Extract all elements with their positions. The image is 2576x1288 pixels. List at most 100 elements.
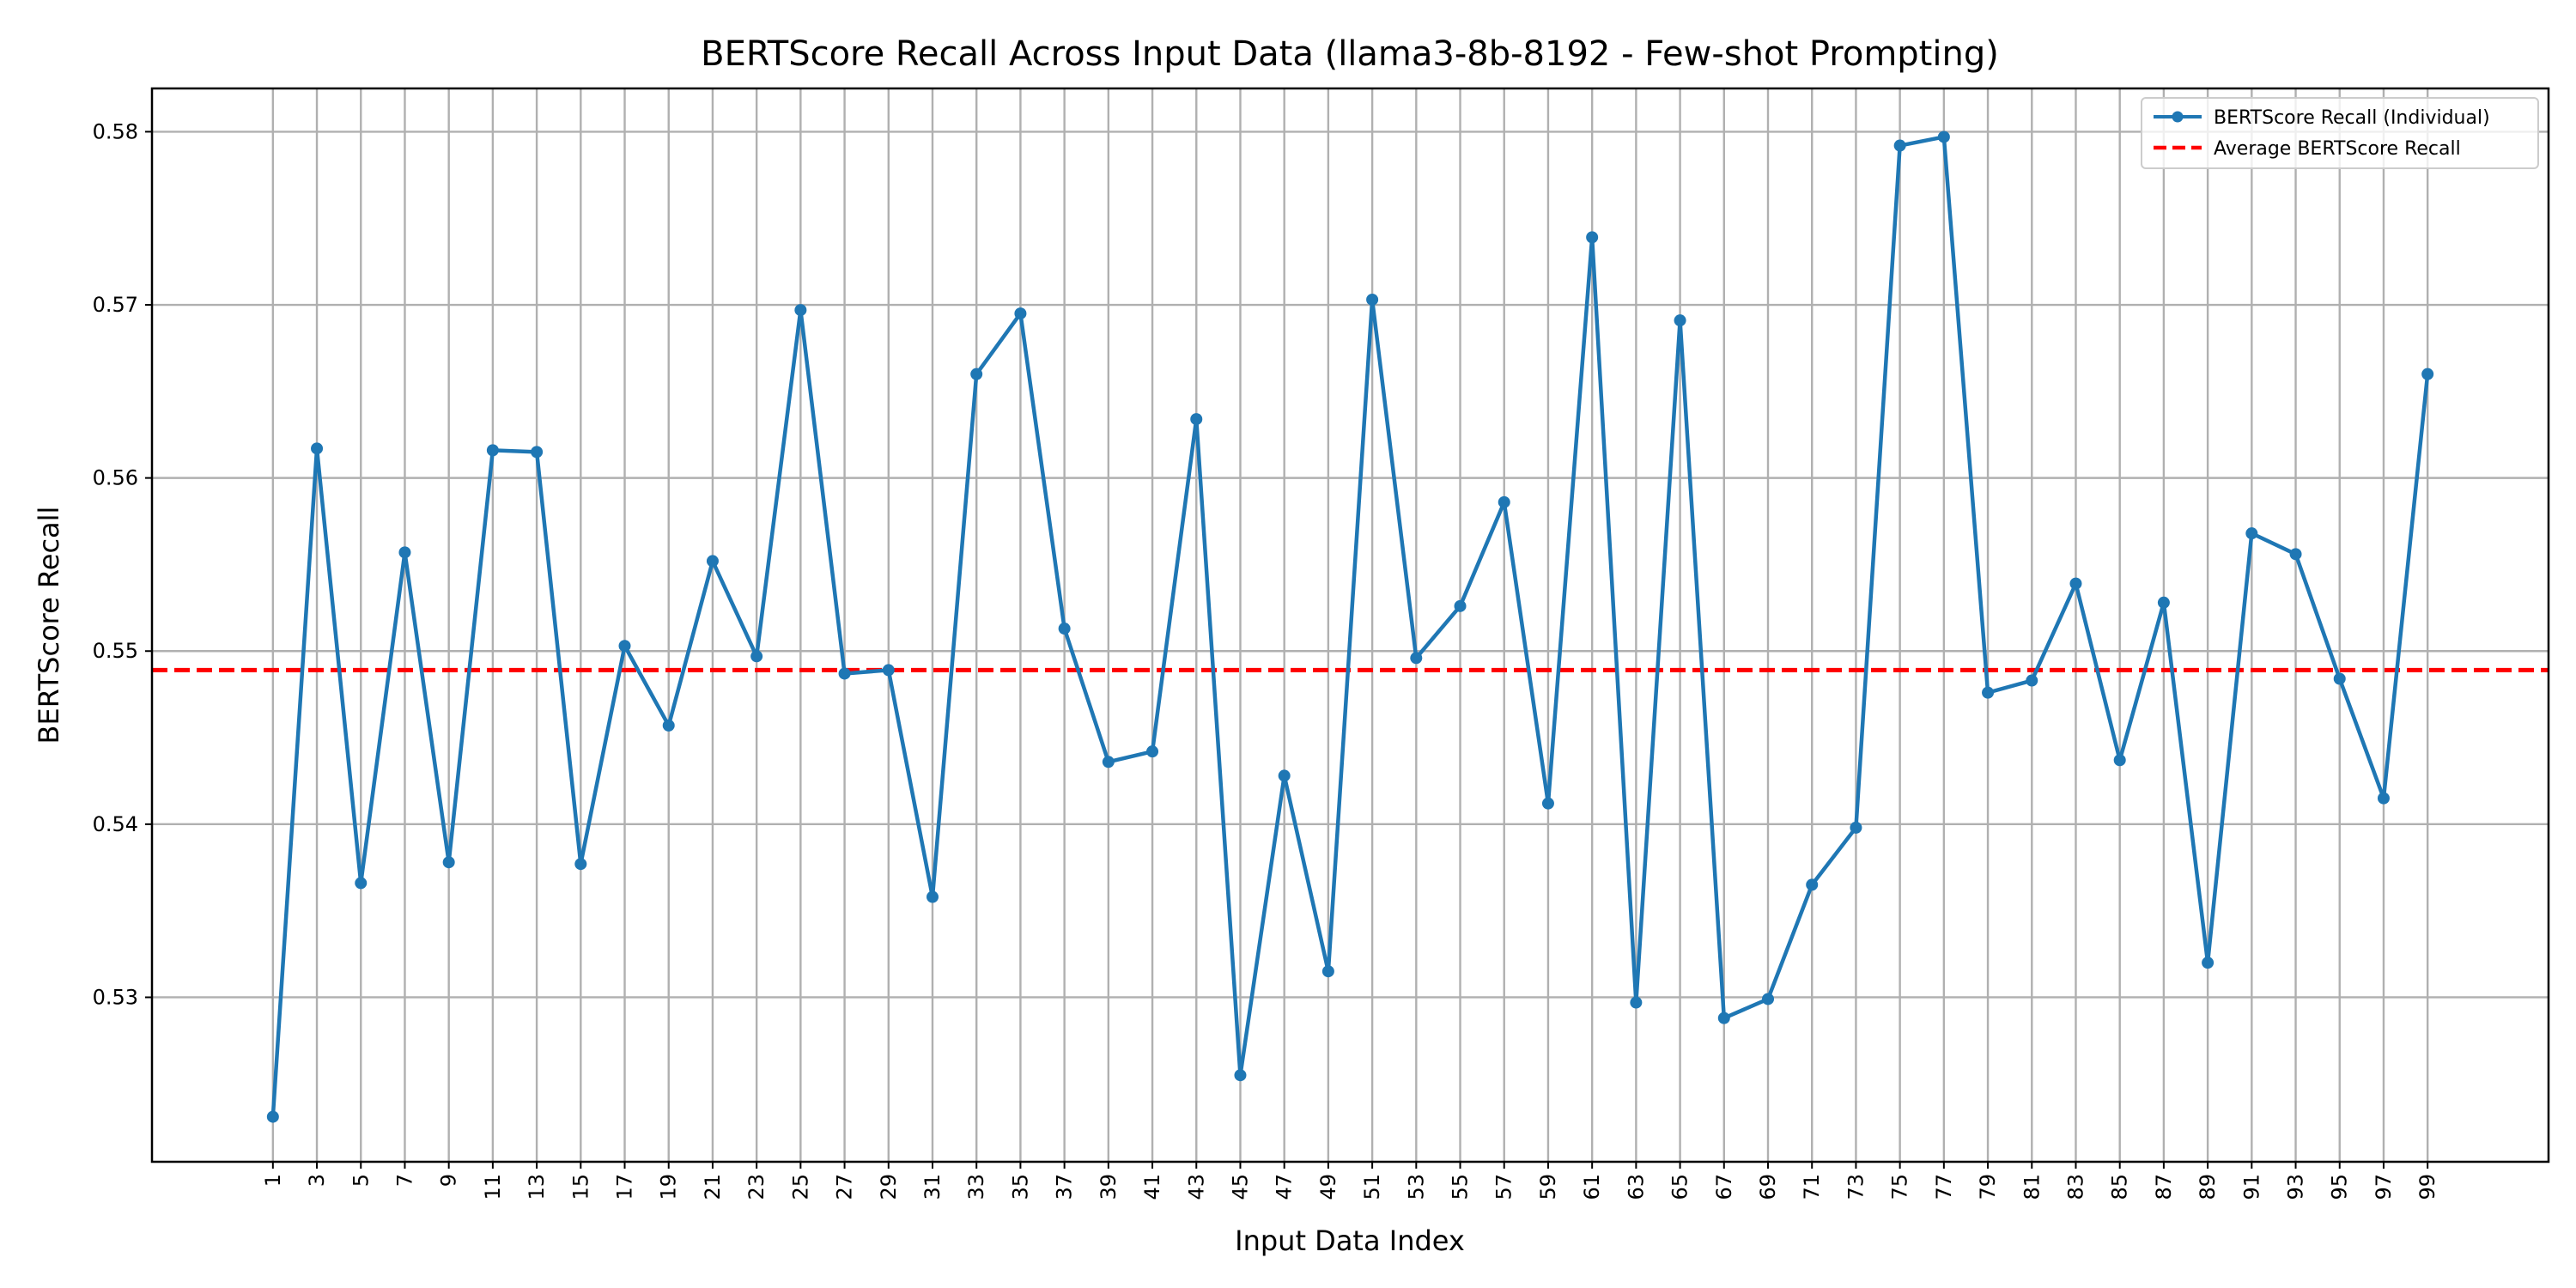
data-point bbox=[2113, 754, 2126, 767]
data-point bbox=[1366, 293, 1379, 306]
data-point bbox=[574, 858, 587, 871]
x-tick-label: 79 bbox=[1976, 1174, 2000, 1200]
y-tick-label: 0.58 bbox=[93, 119, 138, 143]
x-tick-label: 71 bbox=[1800, 1174, 1824, 1200]
legend-label-individual: BERTScore Recall (Individual) bbox=[2214, 107, 2490, 129]
x-tick-label: 51 bbox=[1360, 1174, 1384, 1200]
x-tick-label: 77 bbox=[1932, 1174, 1956, 1200]
data-point bbox=[486, 444, 499, 457]
x-tick-label: 99 bbox=[2415, 1174, 2439, 1200]
data-point bbox=[2421, 368, 2434, 380]
legend-label-average: Average BERTScore Recall bbox=[2214, 138, 2461, 160]
data-point bbox=[442, 856, 455, 869]
grid bbox=[152, 88, 2549, 1162]
x-tick-label: 5 bbox=[349, 1174, 373, 1187]
x-tick-label: 89 bbox=[2196, 1174, 2220, 1200]
x-tick-label: 67 bbox=[1712, 1174, 1736, 1200]
data-point bbox=[1410, 652, 1423, 665]
x-tick-label: 35 bbox=[1008, 1174, 1032, 1200]
x-tick-label: 9 bbox=[437, 1174, 461, 1187]
x-tick-label: 91 bbox=[2239, 1174, 2263, 1200]
data-point bbox=[1717, 1012, 1730, 1024]
data-point bbox=[1454, 599, 1467, 612]
y-tick-label: 0.56 bbox=[93, 466, 138, 490]
data-point bbox=[1146, 745, 1159, 758]
data-point bbox=[2202, 957, 2215, 969]
x-tick-label: 65 bbox=[1668, 1174, 1692, 1200]
data-point bbox=[311, 442, 324, 455]
y-tick-label: 0.57 bbox=[93, 293, 138, 317]
x-tick-label: 3 bbox=[305, 1174, 329, 1187]
x-tick-label: 95 bbox=[2328, 1174, 2352, 1200]
x-tick-label: 41 bbox=[1140, 1174, 1164, 1200]
data-point bbox=[1850, 821, 1862, 834]
x-tick-label: 69 bbox=[1756, 1174, 1780, 1200]
legend: BERTScore Recall (Individual) Average BE… bbox=[2141, 97, 2539, 169]
x-tick-label: 19 bbox=[657, 1174, 681, 1200]
x-tick-label: 13 bbox=[525, 1174, 549, 1200]
x-tick-label: 7 bbox=[392, 1174, 416, 1187]
data-point bbox=[706, 555, 719, 568]
x-tick-label: 53 bbox=[1404, 1174, 1428, 1200]
x-tick-label: 17 bbox=[613, 1174, 637, 1200]
x-tick-label: 75 bbox=[1888, 1174, 1912, 1200]
data-point bbox=[1102, 756, 1115, 769]
x-tick-label: 97 bbox=[2372, 1174, 2396, 1200]
data-point bbox=[750, 650, 763, 663]
x-tick-label: 29 bbox=[877, 1174, 901, 1200]
data-point bbox=[2157, 596, 2170, 609]
data-point bbox=[2289, 548, 2302, 561]
data-point bbox=[1674, 314, 1686, 327]
x-tick-label: 55 bbox=[1449, 1174, 1473, 1200]
x-tick-label: 57 bbox=[1492, 1174, 1516, 1200]
x-tick-label: 45 bbox=[1228, 1174, 1252, 1200]
x-axis-label: Input Data Index bbox=[1235, 1224, 1465, 1257]
data-point bbox=[2333, 672, 2346, 685]
data-point bbox=[355, 877, 368, 890]
x-tick-label: 59 bbox=[1536, 1174, 1560, 1200]
data-point bbox=[2069, 577, 2082, 590]
x-tick-label: 85 bbox=[2108, 1174, 2132, 1200]
x-tick-label: 33 bbox=[964, 1174, 988, 1200]
data-point bbox=[970, 368, 983, 380]
x-tick-label: 1 bbox=[261, 1174, 285, 1187]
legend-marker-individual bbox=[2172, 111, 2184, 123]
data-point bbox=[266, 1110, 279, 1123]
chart-title: BERTScore Recall Across Input Data (llam… bbox=[701, 34, 1999, 74]
x-tick-label: 31 bbox=[920, 1174, 945, 1200]
data-point bbox=[398, 546, 411, 559]
data-point bbox=[1014, 307, 1027, 320]
axis-ticks: 1 3 5 7 9 11 13 15 17 19 21 23 25 27 29 31 33 35 37 39 41 43 4… bbox=[93, 119, 2440, 1200]
data-point bbox=[2377, 792, 2390, 805]
x-tick-label: 87 bbox=[2152, 1174, 2176, 1200]
x-tick-label: 23 bbox=[744, 1174, 769, 1200]
data-point bbox=[926, 890, 939, 903]
data-point bbox=[1762, 993, 1775, 1005]
data-point bbox=[1982, 686, 1995, 699]
data-point bbox=[2026, 674, 2038, 687]
x-tick-label: 15 bbox=[568, 1174, 592, 1200]
data-point bbox=[1630, 996, 1643, 1009]
legend-box bbox=[2141, 97, 2539, 169]
data-point bbox=[1893, 139, 1906, 152]
x-tick-label: 37 bbox=[1053, 1174, 1077, 1200]
data-point bbox=[1937, 131, 1950, 143]
data-point bbox=[662, 719, 675, 732]
x-tick-label: 61 bbox=[1580, 1174, 1604, 1200]
data-point bbox=[1278, 769, 1291, 782]
data-point bbox=[1234, 1069, 1247, 1082]
data-point bbox=[1806, 878, 1819, 891]
data-point bbox=[1541, 797, 1554, 810]
x-tick-label: 47 bbox=[1273, 1174, 1297, 1200]
data-point bbox=[2245, 527, 2258, 540]
plot-frame bbox=[150, 87, 2550, 1163]
data-point bbox=[1586, 231, 1599, 244]
x-tick-label: 81 bbox=[2020, 1174, 2044, 1200]
x-tick-label: 63 bbox=[1624, 1174, 1648, 1200]
x-tick-label: 49 bbox=[1316, 1174, 1340, 1200]
data-point bbox=[1321, 965, 1334, 978]
y-tick-label: 0.55 bbox=[93, 639, 138, 663]
data-point bbox=[838, 667, 851, 680]
